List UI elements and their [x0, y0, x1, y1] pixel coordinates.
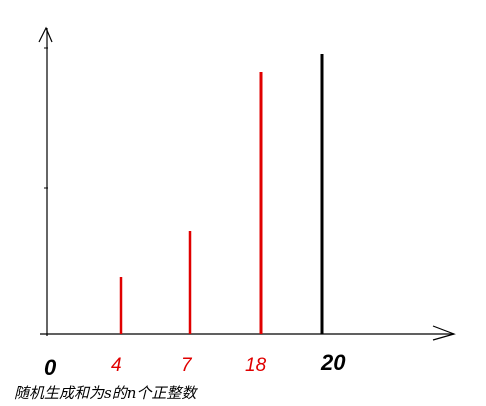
tick-label-20: 20	[321, 350, 346, 375]
tick-label-7: 7	[181, 355, 192, 376]
tick-label-18: 18	[245, 355, 267, 376]
diagram-caption: 随机生成和为s的n个正整数	[14, 384, 197, 402]
tick-label-4: 4	[111, 355, 122, 376]
y-axis-arrow	[38, 26, 53, 43]
x-axis-arrow	[432, 325, 456, 341]
tick-label-0: 0	[44, 355, 57, 380]
